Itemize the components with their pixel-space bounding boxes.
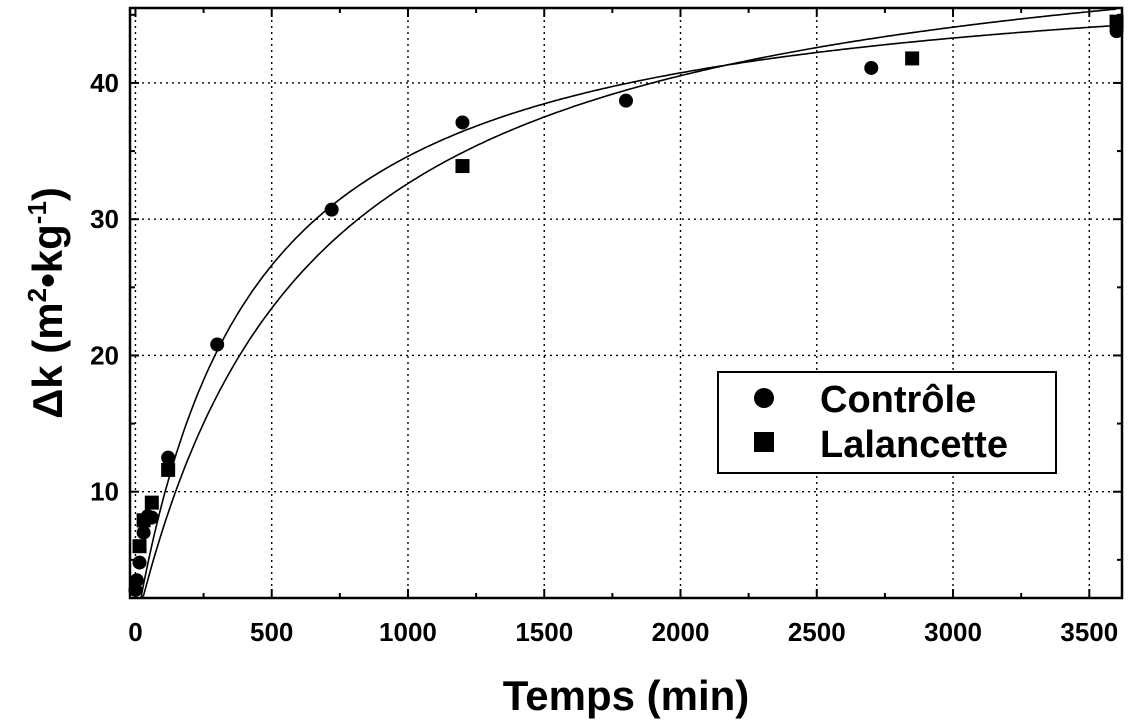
fit-curves: [135, 8, 1117, 599]
x-tick-label: 500: [250, 617, 293, 647]
point-controle: [864, 60, 879, 75]
point-controle: [455, 115, 470, 130]
y-tick-label: 40: [90, 68, 119, 98]
point-lalancette: [1109, 14, 1124, 29]
point-controle: [161, 450, 176, 465]
x-tick-label: 3000: [924, 617, 982, 647]
legend-label-lalancette: Lalancette: [820, 424, 1008, 466]
point-lalancette: [144, 495, 159, 510]
legend-square-marker: [754, 432, 774, 452]
point-controle: [136, 525, 151, 540]
y-tick-labels: 10 20 30 40: [90, 68, 119, 507]
fit-curve-lalancette: [135, 8, 1117, 599]
x-tick-label: 2500: [788, 617, 846, 647]
axis-ticks: [130, 8, 1122, 598]
x-tick-label: 1000: [379, 617, 437, 647]
point-lalancette: [455, 159, 470, 174]
legend-label-controle: Contrôle: [820, 379, 976, 421]
y-axis-title: Δk (m2•kg-1): [22, 187, 71, 419]
y-tick-label: 10: [90, 477, 119, 507]
y-axis-title-end: ): [24, 187, 71, 201]
plot-frame: [128, 6, 1124, 600]
point-controle: [324, 202, 339, 217]
point-lalancette: [905, 51, 920, 66]
point-lalancette: [161, 462, 176, 477]
point-controle: [132, 555, 147, 570]
y-axis-title-main: Δk (m: [24, 302, 71, 419]
point-controle: [129, 573, 144, 588]
x-tick-label: 3500: [1060, 617, 1118, 647]
legend: Contrôle Lalancette: [717, 371, 1057, 474]
point-lalancette: [132, 539, 147, 554]
y-axis-title-sup1: 2: [22, 288, 52, 302]
y-axis-title-mid: •kg: [24, 224, 71, 288]
x-axis-title: Temps (min): [503, 672, 750, 719]
y-tick-label: 30: [90, 204, 119, 234]
x-tick-label: 0: [128, 617, 142, 647]
point-controle: [210, 337, 225, 352]
x-tick-label: 2000: [652, 617, 710, 647]
y-tick-label: 20: [90, 340, 119, 370]
point-controle: [619, 93, 633, 108]
fit-curve-controle: [135, 24, 1117, 599]
data-points: [128, 14, 1124, 597]
x-tick-labels: 0 500 1000 1500 2000 2500 3000 3500: [128, 617, 1118, 647]
legend-box: [717, 371, 1057, 474]
grid: [130, 8, 1122, 598]
legend-circle-marker: [754, 388, 774, 408]
y-axis-title-sup2: -1: [22, 201, 52, 224]
x-tick-label: 1500: [515, 617, 573, 647]
point-lalancette: [136, 513, 151, 528]
